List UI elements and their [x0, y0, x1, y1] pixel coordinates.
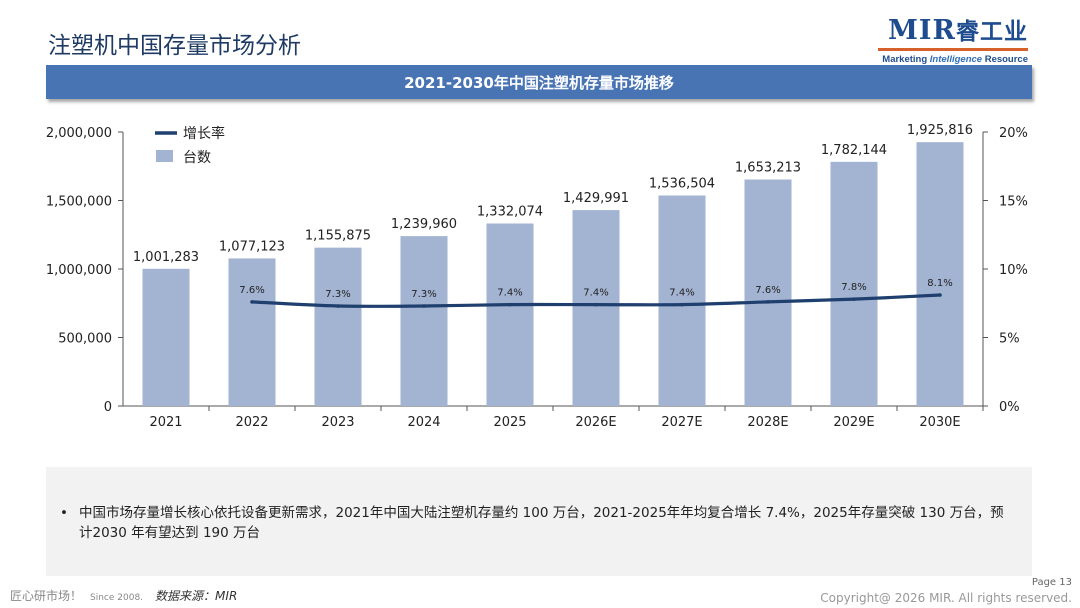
right-axis-tick-label: 0% [999, 400, 1020, 415]
x-axis-tick-label: 2026E [575, 415, 616, 430]
growth-rate-point [594, 302, 598, 307]
x-axis-tick-label: 2023 [321, 415, 354, 430]
bar-value-label: 1,155,875 [305, 229, 371, 244]
bullet-icon: • [60, 505, 68, 521]
bar [486, 223, 534, 406]
growth-rate-label: 7.6% [239, 285, 264, 296]
bar-value-label: 1,239,960 [391, 217, 457, 232]
bar [744, 179, 792, 406]
right-axis-tick-label: 5% [999, 332, 1020, 347]
bar-value-label: 1,332,074 [477, 205, 543, 220]
footer-since: Since 2008. [90, 593, 144, 603]
x-axis-tick-label: 2024 [407, 415, 440, 430]
bar-value-label: 1,429,991 [563, 191, 629, 206]
growth-rate-point [766, 300, 770, 304]
x-axis-tick-label: 2030E [919, 415, 960, 430]
page-title: 注塑机中国存量市场分析 [48, 33, 301, 59]
growth-rate-point [336, 304, 340, 308]
bar [572, 210, 620, 406]
growth-rate-label: 8.1% [927, 278, 952, 289]
right-axis-tick-label: 10% [999, 263, 1028, 278]
stock-chart: 0 500,000 1,000,000 1,500,000 2,000,000 0% 5% 1… [46, 123, 1028, 430]
legend-bar-swatch [156, 150, 173, 162]
bar-value-label: 1,782,144 [821, 143, 887, 158]
growth-rate-label: 7.4% [583, 288, 608, 299]
data-source: 数据来源：MIR [155, 589, 238, 603]
right-axis-tick-label: 15% [999, 195, 1028, 210]
left-axis-tick-label: 1,500,000 [46, 195, 112, 210]
footer-slogan: 匠心研市场！ [10, 589, 83, 603]
growth-rate-point [852, 297, 856, 301]
x-axis-tick-label: 2027E [661, 415, 702, 430]
x-axis-tick-label: 2029E [833, 415, 874, 430]
x-axis-tick-label: 2022 [235, 415, 268, 430]
bar [916, 142, 964, 406]
x-axis-tick-label: 2028E [747, 415, 788, 430]
right-axis-tick-label: 20% [999, 126, 1028, 141]
page-number: Page 13 [1031, 577, 1072, 588]
growth-rate-point [250, 300, 254, 304]
chart-title-banner: 2021-2030年中国注塑机存量市场推移 [46, 65, 1032, 99]
growth-rate-point [508, 302, 512, 307]
left-axis-tick-label: 1,000,000 [46, 263, 112, 278]
growth-rate-label: 7.8% [841, 282, 866, 293]
x-axis-tick-label: 2025 [493, 415, 526, 430]
growth-rate-label: 7.4% [669, 288, 694, 299]
growth-rate-point [938, 293, 942, 297]
bar [314, 247, 362, 406]
legend-label-units: 台数 [183, 150, 211, 166]
left-axis-tick-label: 500,000 [58, 332, 112, 347]
footer-left: 匠心研市场！ Since 2008. 数据来源：MIR [10, 587, 237, 604]
growth-rate-label: 7.4% [497, 288, 522, 299]
bar-value-label: 1,077,123 [219, 239, 285, 254]
growth-rate-point [680, 302, 684, 307]
bar [228, 258, 276, 406]
growth-rate-label: 7.3% [325, 289, 350, 300]
bar-value-label: 1,925,816 [907, 123, 973, 138]
growth-rate-point [422, 304, 426, 308]
bar [658, 195, 706, 406]
x-axis-tick-label: 2021 [149, 415, 182, 430]
bar [142, 268, 190, 406]
bar-value-label: 1,536,504 [649, 176, 715, 191]
bar [400, 236, 448, 406]
copyright: Copyright@ 2026 MIR. All rights reserved… [820, 591, 1072, 605]
summary-text: 中国市场存量增长核心依托设备更新需求，2021年中国大陆注塑机存量约 100 万… [79, 505, 1004, 541]
mir-logo: MIR睿工业 Marketing Intelligence Resource [878, 16, 1028, 65]
growth-rate-label: 7.3% [411, 289, 436, 300]
left-axis-tick-label: 2,000,000 [46, 126, 112, 141]
summary-note: • 中国市场存量增长核心依托设备更新需求，2021年中国大陆注塑机存量约 100… [46, 467, 1032, 576]
legend-label-growth: 增长率 [183, 125, 225, 142]
bar-value-label: 1,001,283 [133, 250, 199, 265]
bar [830, 161, 878, 406]
bar-value-label: 1,653,213 [735, 161, 801, 176]
growth-rate-label: 7.6% [755, 285, 780, 296]
left-axis-tick-label: 0 [104, 400, 112, 415]
